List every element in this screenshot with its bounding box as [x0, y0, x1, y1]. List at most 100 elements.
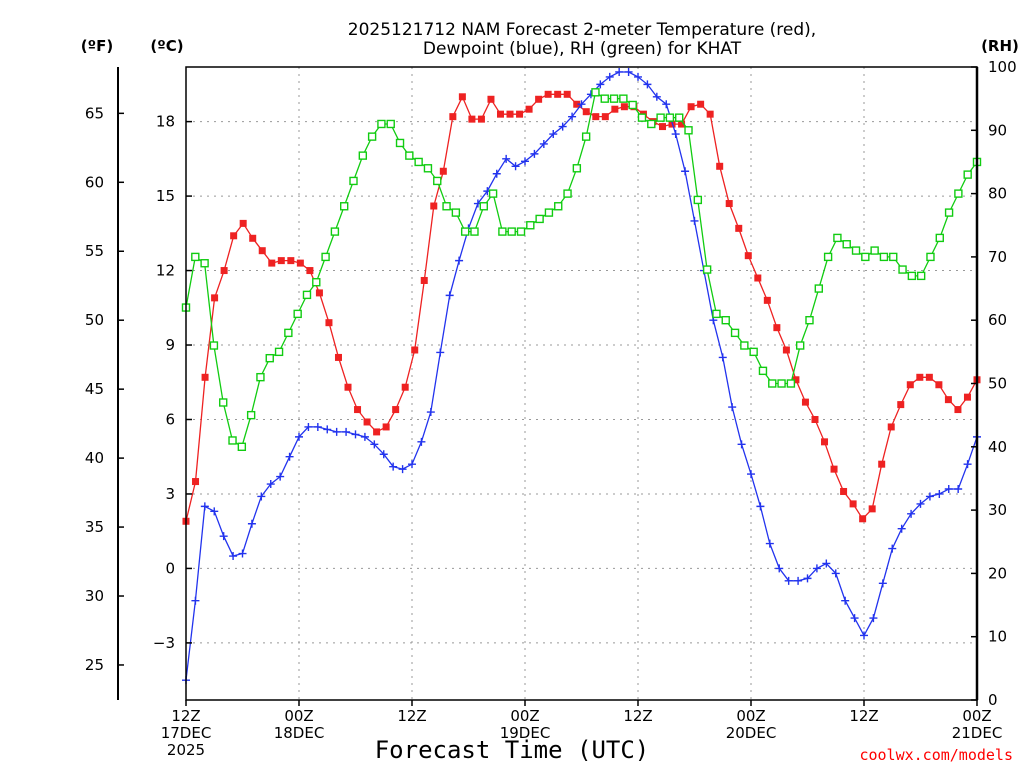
dewpoint-point: [247, 519, 256, 528]
temperature-point: [687, 103, 695, 111]
rh-point: [367, 132, 377, 141]
rh-unit-label: (RH): [981, 37, 1019, 55]
rh-point: [795, 341, 805, 350]
rh-point: [516, 227, 526, 236]
temperature-point: [859, 515, 867, 523]
dewpoint-point: [417, 437, 426, 446]
temperature-point: [477, 115, 485, 123]
temperature-point: [611, 105, 619, 113]
temperature-point: [735, 224, 743, 232]
temperature-point: [725, 200, 733, 208]
dewpoint-point: [869, 614, 878, 623]
rh-point: [451, 208, 461, 217]
fahrenheit-unit-label: (ºF): [81, 37, 113, 55]
dewpoint-point: [728, 403, 737, 412]
temperature-point: [249, 234, 257, 242]
dewpoint-point: [963, 460, 972, 469]
rh-tick-label: 70: [988, 248, 1007, 266]
dewpoint-point: [313, 422, 322, 431]
temperature-point: [887, 423, 895, 431]
temperature-point: [840, 487, 848, 495]
dewpoint-point: [822, 559, 831, 568]
temperature-point: [420, 276, 428, 284]
dewpoint-point: [907, 509, 916, 518]
rh-point: [963, 170, 972, 179]
rh-point: [619, 94, 628, 103]
temperature-point: [620, 103, 628, 111]
dewpoint-point: [558, 122, 567, 131]
rh-point: [256, 372, 265, 382]
temperature-point: [916, 373, 924, 381]
rh-point: [526, 221, 535, 230]
temperature-point: [458, 93, 466, 101]
rh-point: [349, 176, 358, 186]
rh-point: [898, 265, 907, 274]
temperature-point: [792, 376, 800, 384]
temperature-point: [906, 381, 914, 389]
temperature-point: [306, 267, 314, 275]
rh-point: [702, 265, 712, 274]
rh-tick-label: 40: [988, 438, 1007, 456]
rh-point: [740, 341, 749, 350]
rh-point: [944, 208, 954, 217]
temperature-point: [430, 202, 438, 210]
rh-point: [498, 227, 507, 236]
rh-point: [656, 113, 665, 122]
dewpoint-point: [191, 596, 200, 605]
rh-point: [879, 252, 889, 262]
rh-point: [675, 113, 684, 122]
rh-point: [507, 227, 516, 236]
rh-point: [377, 119, 386, 129]
temperature-point: [754, 274, 762, 282]
x-axis-label: Forecast Time (UTC): [375, 736, 650, 764]
rh-point: [330, 227, 340, 236]
temperature-point: [773, 324, 781, 332]
dewpoint-point: [690, 216, 699, 225]
rh-point: [386, 119, 395, 129]
temperature-point: [382, 423, 390, 431]
temperature-point: [811, 415, 819, 423]
dewpoint-point: [812, 564, 821, 573]
temperature-point: [925, 373, 933, 381]
dewpoint-point: [850, 614, 859, 623]
dewpoint-point: [332, 427, 341, 436]
rh-point: [693, 195, 703, 205]
fahrenheit-tick-label: 55: [85, 242, 104, 260]
dewpoint-point: [445, 291, 454, 300]
dewpoint-point: [257, 492, 266, 501]
rh-point: [842, 240, 851, 249]
fahrenheit-tick-label: 25: [85, 656, 104, 674]
dewpoint-point: [436, 348, 445, 357]
dewpoint-point: [266, 480, 275, 489]
temperature-point: [535, 95, 543, 103]
rh-point: [200, 259, 209, 268]
rh-point: [488, 189, 498, 198]
dewpoint-point: [210, 507, 219, 516]
rh-point: [591, 88, 600, 97]
dewpoint-point: [229, 552, 238, 561]
temperature-point: [601, 113, 609, 121]
dewpoint-point: [304, 422, 313, 431]
rh-tick-label: 20: [988, 564, 1007, 582]
temperature-point: [554, 90, 562, 98]
temperature-point: [373, 428, 381, 436]
temperature-point: [315, 289, 323, 297]
credit-watermark[interactable]: coolwx.com/models: [859, 746, 1013, 764]
temperature-point: [296, 259, 304, 267]
dewpoint-point: [389, 462, 398, 471]
dewpoint-point: [568, 112, 577, 121]
temperature-point: [849, 500, 857, 508]
temperature-point: [706, 110, 714, 118]
fahrenheit-tick-label: 35: [85, 518, 104, 536]
dewpoint-point: [841, 596, 850, 605]
temperature-point: [697, 100, 705, 108]
dewpoint-point: [954, 485, 963, 493]
rh-point: [274, 347, 284, 357]
celsius-unit-label: (ºC): [150, 37, 183, 55]
rh-tick-label: 50: [988, 375, 1007, 393]
temperature-point: [821, 438, 829, 446]
rh-point: [535, 214, 544, 224]
rh-tick-label: 10: [988, 628, 1007, 646]
dewpoint-point: [219, 532, 228, 541]
fahrenheit-tick-label: 60: [85, 173, 104, 191]
